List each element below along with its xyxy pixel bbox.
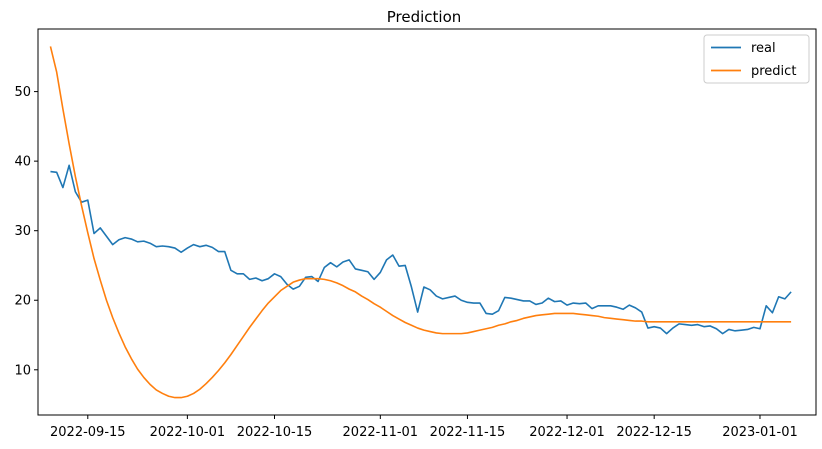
- x-tick-label: 2022-11-15: [430, 425, 506, 440]
- chart-title: Prediction: [387, 8, 462, 26]
- x-tick-label: 2022-11-01: [343, 425, 419, 440]
- legend-label-predict: predict: [751, 64, 796, 79]
- y-tick-label: 20: [14, 294, 31, 309]
- x-tick-label: 2022-12-01: [529, 425, 605, 440]
- series-line-predict: [49, 46, 792, 399]
- legend-label-real: real: [751, 41, 776, 56]
- y-tick-label: 40: [14, 155, 31, 170]
- x-tick-label: 2022-12-15: [616, 425, 692, 440]
- series-line-real: [50, 164, 792, 335]
- x-tick-label: 2022-09-15: [50, 425, 126, 440]
- legend: real predict: [703, 34, 810, 84]
- x-tick-label: 2022-10-15: [237, 425, 313, 440]
- y-tick-label: 10: [14, 363, 31, 378]
- x-tick-label: 2022-10-01: [150, 425, 226, 440]
- series-layer: [49, 46, 792, 399]
- x-tick-label: 2023-01-01: [722, 425, 798, 440]
- plot-frame: [37, 28, 817, 416]
- ticks-layer: 2022-09-15 2022-10-01 2022-10-15 2022-11-01…: [14, 85, 797, 440]
- y-tick-label: 30: [14, 224, 31, 239]
- y-tick-label: 50: [14, 85, 31, 100]
- plot-area: [38, 29, 816, 415]
